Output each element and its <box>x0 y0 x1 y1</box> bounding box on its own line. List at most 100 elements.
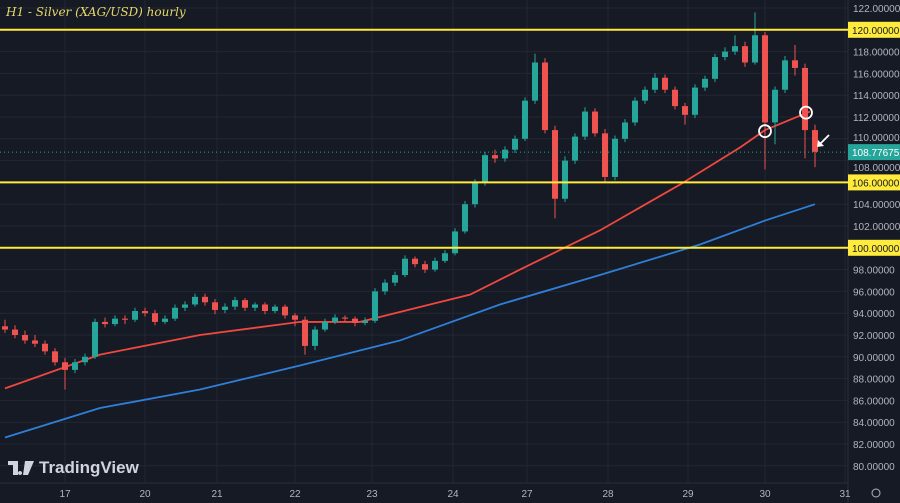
time-tick-label: 29 <box>682 489 694 500</box>
candle-body <box>292 315 298 320</box>
candle <box>512 135 518 153</box>
candle-body <box>282 306 288 316</box>
candle-body <box>332 317 338 322</box>
candle <box>532 53 538 104</box>
candle <box>712 53 718 83</box>
candle <box>12 325 18 339</box>
candle <box>62 357 68 390</box>
time-tick-label: 20 <box>139 489 151 500</box>
candle <box>182 301 188 312</box>
candle-body <box>102 321 108 325</box>
candle-body <box>622 122 628 139</box>
candle-body <box>362 320 368 324</box>
candle <box>232 296 238 310</box>
last-price-label: 108.77675 <box>852 148 900 159</box>
candle-body <box>112 318 118 325</box>
price-tick-label: 94.00000 <box>853 309 895 320</box>
candle-body <box>262 304 268 312</box>
candle-body <box>712 57 718 79</box>
candle <box>632 97 638 126</box>
candle <box>322 318 328 332</box>
candle-body <box>92 321 98 357</box>
candle-body <box>682 106 688 115</box>
candle-body <box>22 335 28 341</box>
price-tick-label: 112.00000 <box>853 113 900 124</box>
candle <box>252 302 258 312</box>
price-tick-label: 84.00000 <box>853 418 895 429</box>
candle-body <box>502 149 508 159</box>
price-tick-label: 86.00000 <box>853 396 895 407</box>
candle-body <box>172 307 178 319</box>
candle <box>112 315 118 327</box>
candle <box>582 107 588 140</box>
price-tick-label: 92.00000 <box>853 331 895 342</box>
candle <box>592 108 598 137</box>
candle-body <box>222 306 228 310</box>
candle <box>482 151 488 186</box>
time-tick-label: 28 <box>602 489 614 500</box>
candle <box>342 315 348 322</box>
level-price-label: 120.00000 <box>852 26 900 37</box>
annotation-circle <box>758 124 772 139</box>
candle <box>122 315 128 325</box>
price-tick-label: 114.00000 <box>853 91 900 102</box>
candle <box>72 358 78 374</box>
candle-body <box>62 362 68 370</box>
candle-body <box>632 100 638 123</box>
candle-body <box>572 136 578 161</box>
candle-body <box>342 317 348 319</box>
candle <box>222 303 228 314</box>
candle-body <box>772 89 778 123</box>
price-tick-label: 104.00000 <box>853 200 900 211</box>
candle <box>362 317 368 326</box>
candle <box>42 340 48 355</box>
candle-body <box>692 87 698 115</box>
candle <box>432 257 438 272</box>
time-tick-label: 31 <box>839 489 851 500</box>
price-tick-label: 118.00000 <box>853 48 900 59</box>
candle <box>682 102 688 125</box>
candle-body <box>762 35 768 123</box>
candle-body <box>72 362 78 370</box>
candle <box>2 319 8 333</box>
candle-body <box>302 319 308 346</box>
candle <box>722 47 728 61</box>
candle <box>262 302 268 315</box>
candle-body <box>402 258 408 276</box>
candle-body <box>432 260 438 270</box>
candle-body <box>752 35 758 63</box>
candle <box>312 326 318 351</box>
candle <box>22 330 28 344</box>
candle-body <box>52 351 58 363</box>
level-price-label: 106.00000 <box>852 178 900 189</box>
candle <box>302 316 308 355</box>
settings-gear-icon[interactable] <box>871 488 881 498</box>
candle-body <box>672 89 678 107</box>
annotation-circle <box>799 105 813 120</box>
candle-body <box>452 231 458 254</box>
candle <box>692 84 698 119</box>
level-price-badge <box>848 21 900 38</box>
candle-body <box>212 302 218 310</box>
candle-body <box>722 51 728 58</box>
candle-body <box>642 89 648 101</box>
candle <box>802 63 808 159</box>
time-tick-label: 17 <box>59 489 71 500</box>
candle <box>212 299 218 315</box>
slow-moving-average-line <box>4 203 816 439</box>
price-tick-label: 116.00000 <box>853 69 900 80</box>
candle <box>812 124 818 168</box>
candle-body <box>592 111 598 134</box>
candle-body <box>702 78 708 88</box>
price-tick-label: 98.00000 <box>853 266 895 277</box>
candle-body <box>202 296 208 303</box>
candle <box>82 353 88 366</box>
candle-body <box>42 343 48 352</box>
last-price-badge <box>848 144 900 161</box>
candle <box>552 125 558 219</box>
candle <box>202 293 208 306</box>
fast-moving-average-line <box>4 110 811 390</box>
candle-body <box>312 329 318 346</box>
